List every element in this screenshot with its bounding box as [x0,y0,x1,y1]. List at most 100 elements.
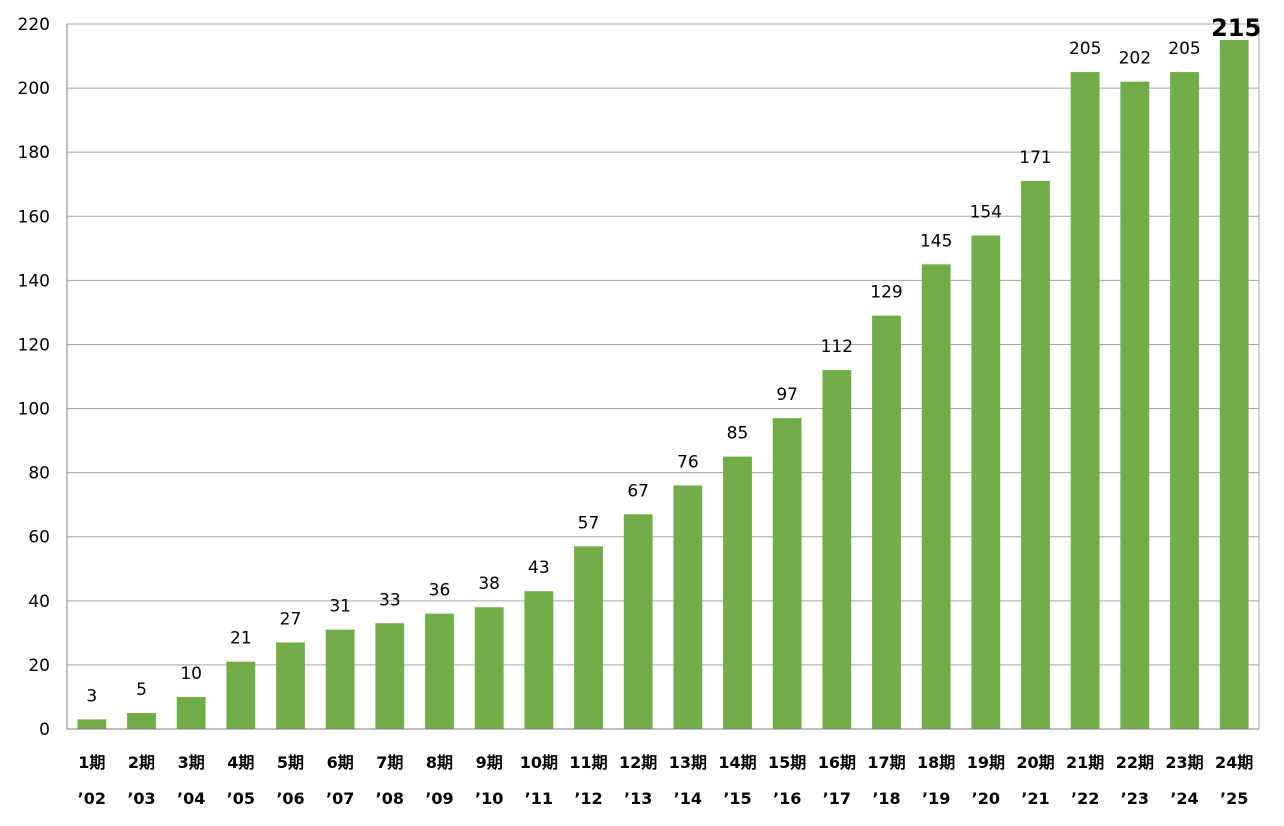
x-tick-label: 18期 [917,753,955,772]
data-label: 27 [280,609,302,629]
data-label: 129 [870,283,902,303]
x-tick-year-label: ’14 [674,789,702,808]
data-label: 36 [429,581,451,601]
bar [276,642,305,729]
x-tick-label: 9期 [476,753,503,772]
x-tick-year-label: ’06 [276,789,304,808]
bar [822,370,852,729]
y-tick-label: 220 [18,15,50,35]
x-tick-label: 20期 [1016,753,1054,772]
data-label: 171 [1019,148,1051,168]
data-label: 21 [230,629,252,649]
x-tick-year-label: ’04 [177,789,205,808]
bars [77,40,1249,730]
x-tick-year-label: ’07 [326,789,354,808]
bar [226,661,256,729]
data-label: 112 [821,337,853,357]
bar [971,235,1001,729]
data-label: 57 [578,513,600,533]
x-axis-tick-labels: 1期 ’02 2期 ’03 3期 ’04 4期 ’05 5期 ’06 6期 ’07 7期 ’08 8期 ’09… [78,753,1254,808]
x-tick-label: 23期 [1165,753,1203,772]
bar [1021,181,1050,730]
x-tick-label: 14期 [718,753,756,772]
y-tick-label: 100 [18,400,50,420]
x-tick-year-label: ’09 [425,789,453,808]
x-tick-year-label: ’11 [525,789,553,808]
x-tick-label: 21期 [1066,753,1104,772]
bar [1170,72,1199,730]
x-tick-label: 2期 [128,753,155,772]
data-label: 43 [528,558,550,578]
x-tick-year-label: ’24 [1170,789,1198,808]
x-tick-label: 12期 [619,753,657,772]
x-tick-label: 10期 [520,753,558,772]
data-label: 31 [329,597,351,617]
x-tick-year-label: ’22 [1071,789,1099,808]
y-tick-label: 60 [28,528,50,548]
y-tick-label: 20 [28,656,50,676]
data-label: 38 [478,574,500,594]
data-label: 145 [920,231,952,251]
bar [176,696,206,729]
data-label: 154 [970,203,1002,223]
bar [524,591,554,729]
x-tick-year-label: ’08 [376,789,404,808]
x-tick-year-label: ’05 [227,789,255,808]
x-tick-label: 19期 [967,753,1005,772]
x-tick-year-label: ’19 [922,789,950,808]
x-tick-label: 16期 [818,753,856,772]
data-label: 215 [1211,14,1261,42]
x-tick-year-label: ’15 [723,789,751,808]
bar [921,264,951,729]
x-tick-year-label: ’10 [475,789,503,808]
data-label: 205 [1168,39,1200,59]
y-tick-label: 0 [39,720,50,740]
data-label: 202 [1119,49,1151,69]
x-tick-year-label: ’12 [574,789,602,808]
gridlines [67,23,1260,729]
y-tick-label: 120 [18,335,50,355]
x-tick-label: 11期 [569,753,607,772]
bar [772,418,802,729]
x-tick-label: 6期 [327,753,354,772]
data-label: 5 [136,680,147,700]
y-tick-label: 160 [18,207,50,227]
data-label: 205 [1069,39,1101,59]
bar [872,315,901,729]
x-tick-year-label: ’20 [972,789,1000,808]
x-tick-year-label: ’23 [1121,789,1149,808]
bar [673,485,703,729]
x-tick-label: 7期 [376,753,403,772]
x-tick-year-label: ’13 [624,789,652,808]
data-label: 76 [677,452,699,472]
bar [77,719,107,729]
x-tick-label: 3期 [178,753,205,772]
x-tick-label: 8期 [426,753,453,772]
x-tick-label: 15期 [768,753,806,772]
x-tick-year-label: ’18 [872,789,900,808]
bar [1070,72,1100,730]
y-axis-tick-labels: 0 20 40 60 80 100 120 140 160 180 200 220 [18,15,50,740]
bar [474,607,504,729]
bar [325,629,355,729]
data-label: 33 [379,590,401,610]
x-tick-year-label: ’02 [78,789,106,808]
bar [574,546,603,729]
x-tick-label: 5期 [277,753,304,772]
bar [623,514,653,729]
y-tick-label: 180 [18,143,50,163]
data-label: 85 [727,424,749,444]
x-tick-label: 24期 [1215,753,1253,772]
x-tick-label: 1期 [78,753,105,772]
data-label: 97 [776,385,798,405]
x-tick-label: 13期 [669,753,707,772]
x-tick-year-label: ’21 [1021,789,1049,808]
y-tick-label: 40 [28,592,50,612]
y-tick-label: 140 [18,271,50,291]
y-tick-label: 200 [18,79,50,99]
data-labels: 3 5 10 21 27 31 33 36 38 43 57 67 76 85 97 112 129 145 154… [86,14,1261,706]
bar [1219,40,1249,730]
bar [723,456,752,729]
x-tick-label: 17期 [867,753,905,772]
data-label: 67 [627,481,649,501]
